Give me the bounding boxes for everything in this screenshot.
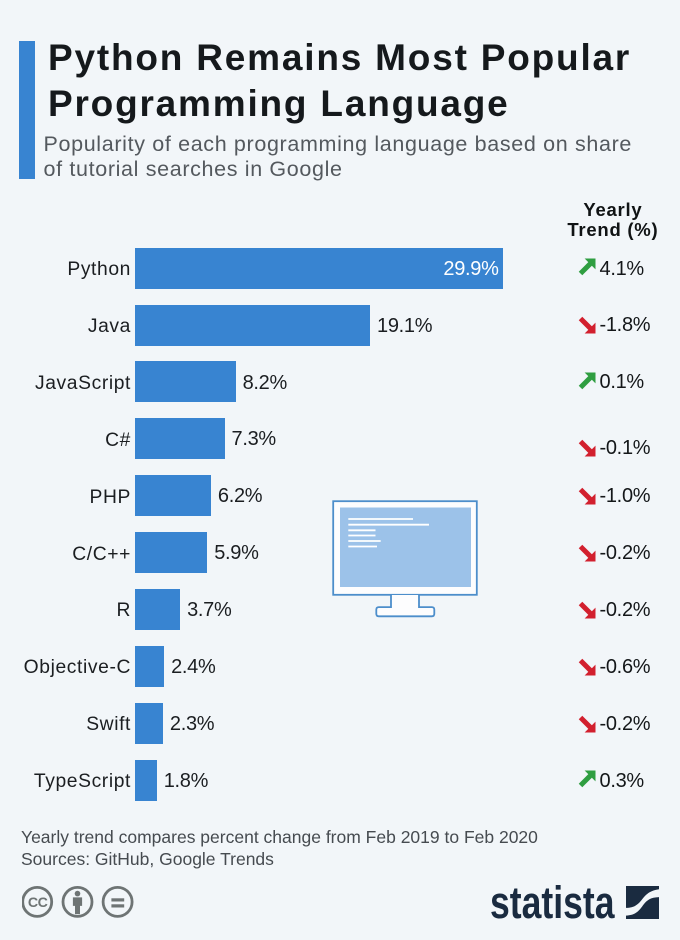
svg-text:CC: CC bbox=[28, 895, 48, 911]
svg-text:statista: statista bbox=[490, 877, 615, 928]
